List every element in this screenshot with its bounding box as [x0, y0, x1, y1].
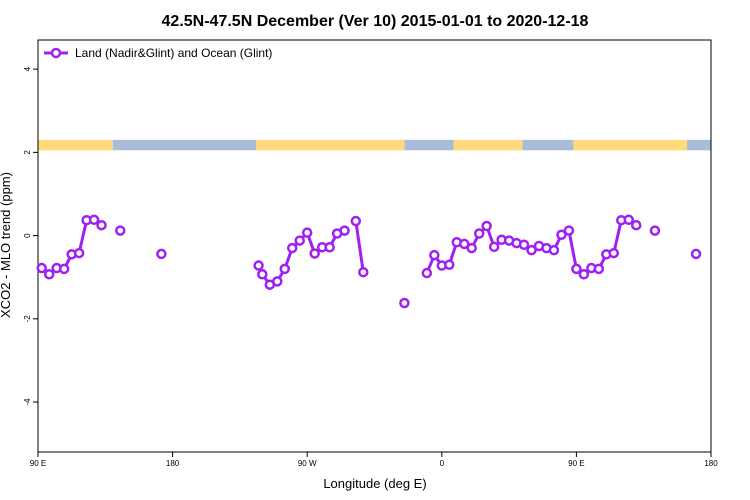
data-point-6-17 [548, 244, 560, 256]
y-tick-label-0: 4 [23, 66, 32, 71]
data-point-2-0 [156, 248, 167, 260]
legend-marker-swatch [50, 47, 62, 59]
data-point-3-6 [294, 235, 305, 246]
data-point-3-1 [257, 269, 268, 280]
data-point-6-1 [429, 249, 440, 261]
plot-frame [37, 39, 712, 453]
surface-band-land-2 [256, 139, 405, 151]
surface-band-ocean-1 [112, 139, 257, 151]
series-line-segment-4 [354, 220, 365, 273]
legend: Land (Nadir&Glint) and Ocean (Glint) [44, 46, 272, 60]
data-point-0-0 [36, 262, 47, 274]
data-point-3-12 [339, 225, 350, 236]
x-tick-label-1: 180 [166, 459, 180, 468]
x-tick-label-4: 90 E [568, 459, 584, 468]
y-tick-label-1: 2 [23, 150, 32, 155]
data-point-1-0 [115, 225, 126, 236]
data-point-7-0 [649, 225, 661, 236]
data-point-3-8 [309, 248, 320, 259]
data-point-6-28 [630, 219, 642, 231]
data-point-6-13 [518, 239, 530, 251]
data-point-3-0 [253, 260, 264, 271]
x-tick-label-3: 0 [440, 459, 445, 468]
data-point-6-25 [608, 247, 620, 259]
surface-band-ocean-3 [404, 139, 454, 151]
data-point-3-7 [301, 227, 313, 238]
data-point-4-0 [350, 215, 362, 227]
data-point-5-0 [399, 297, 410, 309]
data-point-0-5 [73, 247, 85, 259]
axes: 90 E 180 90 W 0 90 E 180 4 2 0 -2 -4 [23, 39, 718, 468]
legend-label: Land (Nadir&Glint) and Ocean (Glint) [75, 46, 272, 60]
data-point-4-1 [358, 266, 369, 278]
data-point-0-8 [96, 219, 107, 231]
data-point-6-21 [578, 269, 590, 280]
x-axis-label: Longitude (deg E) [323, 476, 426, 491]
surface-band-ocean-7 [687, 139, 711, 151]
data-point-6-18 [556, 229, 567, 241]
data-point-6-7 [473, 228, 485, 239]
data-point-6-19 [563, 225, 575, 236]
surface-type-band [38, 139, 711, 151]
surface-band-ocean-5 [522, 139, 574, 151]
y-tick-label-2: 0 [23, 233, 32, 238]
data-point-6-3 [444, 259, 455, 270]
data-point-6-9 [488, 241, 500, 253]
data-point-6-0 [421, 267, 433, 279]
data-point-0-1 [43, 269, 55, 280]
data-point-0-7 [88, 214, 100, 226]
data-point-3-5 [286, 242, 298, 254]
surface-band-land-0 [38, 139, 113, 151]
y-tick-label-4: -4 [23, 398, 32, 406]
y-axis-label: XCO2 - MLO trend (ppm) [0, 172, 13, 318]
series-line-segment-0 [40, 218, 103, 276]
data-point-3-4 [279, 263, 291, 275]
data-point-6-5 [458, 238, 470, 250]
data-point-8-0 [690, 248, 702, 260]
data-point-6-14 [526, 244, 537, 256]
y-tick-label-3: -2 [23, 315, 32, 323]
data-point-0-3 [58, 263, 70, 275]
surface-band-land-4 [453, 139, 523, 151]
data-point-6-6 [466, 242, 477, 254]
x-tick-label-0: 90 E [30, 459, 46, 468]
x-tick-label-5: 180 [704, 459, 718, 468]
data-point-6-8 [481, 220, 492, 232]
data-point-3-10 [324, 241, 335, 253]
chart-title: 42.5N-47.5N December (Ver 10) 2015-01-01… [162, 13, 589, 30]
data-series [36, 214, 702, 309]
surface-band-land-6 [573, 139, 688, 151]
x-tick-label-2: 90 W [298, 459, 317, 468]
data-point-6-23 [593, 263, 605, 275]
data-point-6-27 [623, 214, 634, 226]
data-point-6-20 [571, 263, 582, 275]
data-point-3-3 [272, 276, 283, 287]
